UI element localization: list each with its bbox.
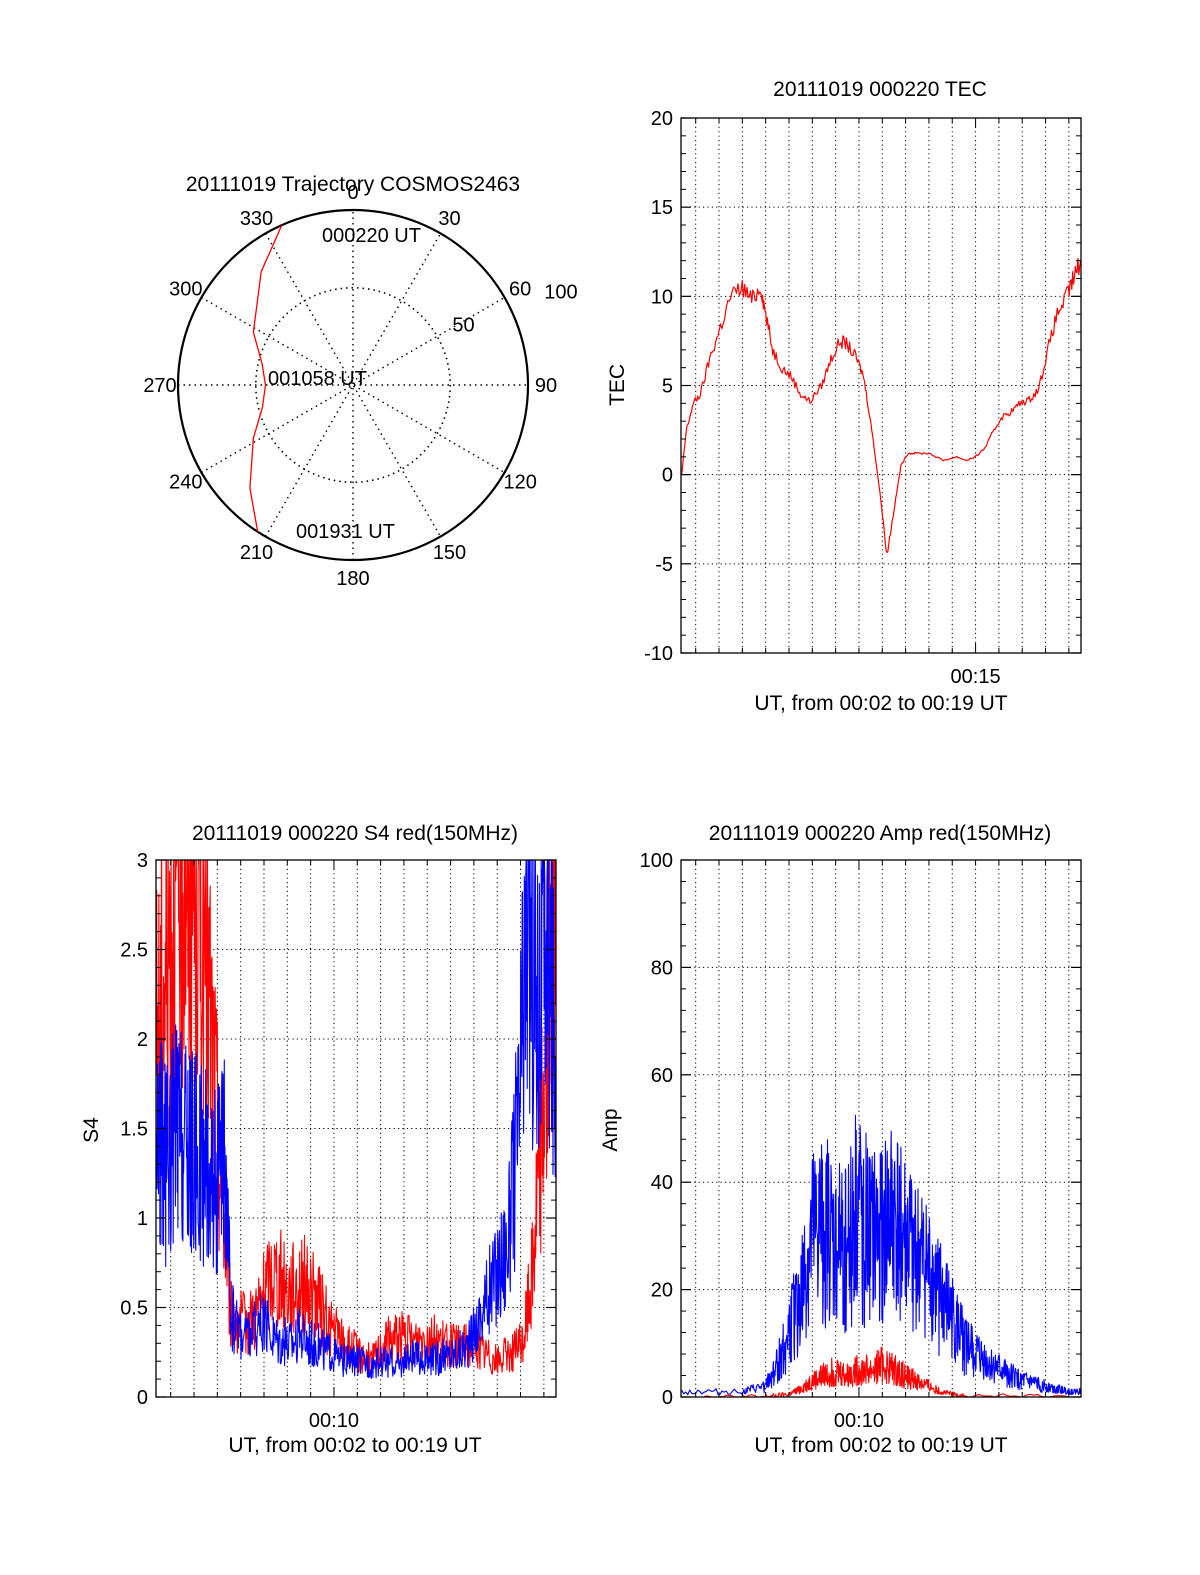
tec-series-line	[681, 257, 1082, 554]
amp-x-tick-label: 00:10	[834, 1410, 884, 1432]
amp-y-tick-label: 80	[651, 957, 673, 979]
polar-grid	[178, 210, 528, 560]
polar-title: 20111019 Trajectory COSMOS2463	[186, 173, 520, 196]
tec-ticks	[681, 117, 1081, 654]
polar-azimuth-label: 300	[169, 279, 202, 301]
s4-title: 20111019 000220 S4 red(150MHz)	[192, 822, 518, 845]
amp-y-tick-labels: 0 20 40 60 80 100	[640, 850, 673, 1409]
polar-azimuth-label: 60	[509, 279, 531, 301]
annotation-end-time: 001931 UT	[296, 521, 395, 543]
polar-outer-circle	[176, 208, 530, 562]
amp-title: 20111019 000220 Amp red(150MHz)	[709, 822, 1051, 845]
polar-azimuth-label: 210	[240, 542, 273, 564]
amp-y-tick-label: 60	[651, 1065, 673, 1087]
tec-series	[681, 257, 1082, 554]
tec-y-tick-label: 20	[651, 108, 673, 130]
amp-y-axis-label: Amp	[599, 1108, 622, 1151]
amp-y-tick-label: 20	[651, 1280, 673, 1302]
annotation-mid-time: 001058 UT	[268, 368, 367, 390]
amp-y-tick-label: 40	[651, 1172, 673, 1194]
polar-azimuth-label: 240	[169, 472, 202, 494]
s4-x-tick-label: 00:10	[309, 1410, 359, 1432]
polar-azimuth-labels: 0 30 60 90 120 150 180 210 240 270 300 330	[143, 182, 557, 590]
tec-x-axis-label: UT, from 00:02 to 00:19 UT	[754, 692, 1007, 715]
polar-azimuth-label: 150	[433, 542, 466, 564]
polar-spoke	[264, 233, 442, 537]
s4-x-tick-labels: 00:10	[309, 1410, 359, 1432]
s4-y-tick-label: 1	[137, 1208, 148, 1230]
amp-grid	[681, 859, 1081, 1398]
polar-azimuth-label: 0	[347, 182, 358, 204]
s4-y-tick-label: 3	[137, 850, 148, 872]
s4-series	[156, 859, 557, 1380]
tec-grid	[681, 117, 1081, 654]
polar-azimuth-label: 180	[336, 568, 369, 590]
s4-y-tick-label: 2	[137, 1029, 148, 1051]
s4-y-tick-label: 1.5	[120, 1119, 148, 1141]
s4-series-line	[156, 859, 557, 1380]
s4-ticks	[156, 859, 556, 1398]
amp-ticks	[681, 859, 1081, 1398]
tec-x-tick-label: 00:15	[951, 666, 1001, 688]
polar-azimuth-label: 120	[503, 472, 536, 494]
s4-y-tick-labels: 0 0.5 1 1.5 2 2.5 3	[120, 850, 148, 1409]
s4-x-axis-label: UT, from 00:02 to 00:19 UT	[228, 1434, 481, 1457]
polar-azimuth-label: 270	[143, 375, 176, 397]
amp-series-line	[681, 1114, 1082, 1396]
polar-radial-labels: 50 100	[452, 281, 577, 336]
tec-y-tick-labels: -10 -5 0 5 10 15 20	[644, 108, 673, 665]
amp-x-axis-label: UT, from 00:02 to 00:19 UT	[754, 1434, 1007, 1457]
tec-y-tick-label: 0	[662, 465, 673, 487]
amp-y-tick-label: 0	[662, 1387, 673, 1409]
polar-azimuth-label: 90	[535, 375, 557, 397]
tec-x-tick-labels: 00:15	[951, 666, 1001, 688]
tec-y-tick-label: 10	[651, 286, 673, 308]
polar-azimuth-label: 30	[438, 208, 460, 230]
amp-series-line	[681, 1346, 1081, 1398]
s4-y-tick-label: 0.5	[120, 1298, 148, 1320]
s4-y-tick-label: 2.5	[120, 940, 148, 962]
tec-title: 20111019 000220 TEC	[773, 78, 987, 101]
polar-ring	[254, 286, 452, 484]
s4-y-axis-label: S4	[80, 1117, 103, 1143]
annotation-start-time: 000220 UT	[322, 225, 421, 247]
s4-chart: 20111019 000220 S4 red(150MHz) 0 0.5 1 1.5 2…	[80, 822, 557, 1457]
polar-spoke	[201, 296, 505, 474]
amp-chart: 20111019 000220 Amp red(150MHz) 0 20 40 60 8…	[599, 822, 1082, 1457]
amp-y-tick-label: 100	[640, 850, 673, 872]
tec-y-axis-label: TEC	[606, 364, 629, 406]
polar-trajectory-series	[249, 224, 283, 532]
amp-x-tick-labels: 00:10	[834, 1410, 884, 1432]
amp-axes-frame	[680, 859, 1082, 1398]
polar-radial-label: 100	[544, 281, 577, 303]
tec-y-tick-label: 5	[662, 376, 673, 398]
polar-spoke	[264, 233, 442, 537]
tec-y-tick-label: 15	[651, 197, 673, 219]
tec-y-tick-label: -5	[655, 554, 673, 576]
polar-trajectory-plot: 20111019 Trajectory COSMOS2463 0 30 60 90 12…	[143, 173, 577, 590]
polar-trajectory-line	[249, 224, 283, 532]
s4-y-tick-label: 0	[137, 1387, 148, 1409]
polar-radial-label: 50	[452, 315, 474, 337]
tec-y-tick-label: -10	[644, 643, 673, 665]
polar-azimuth-label: 330	[240, 208, 273, 230]
amp-series	[681, 1114, 1082, 1398]
polar-spoke	[201, 296, 505, 474]
